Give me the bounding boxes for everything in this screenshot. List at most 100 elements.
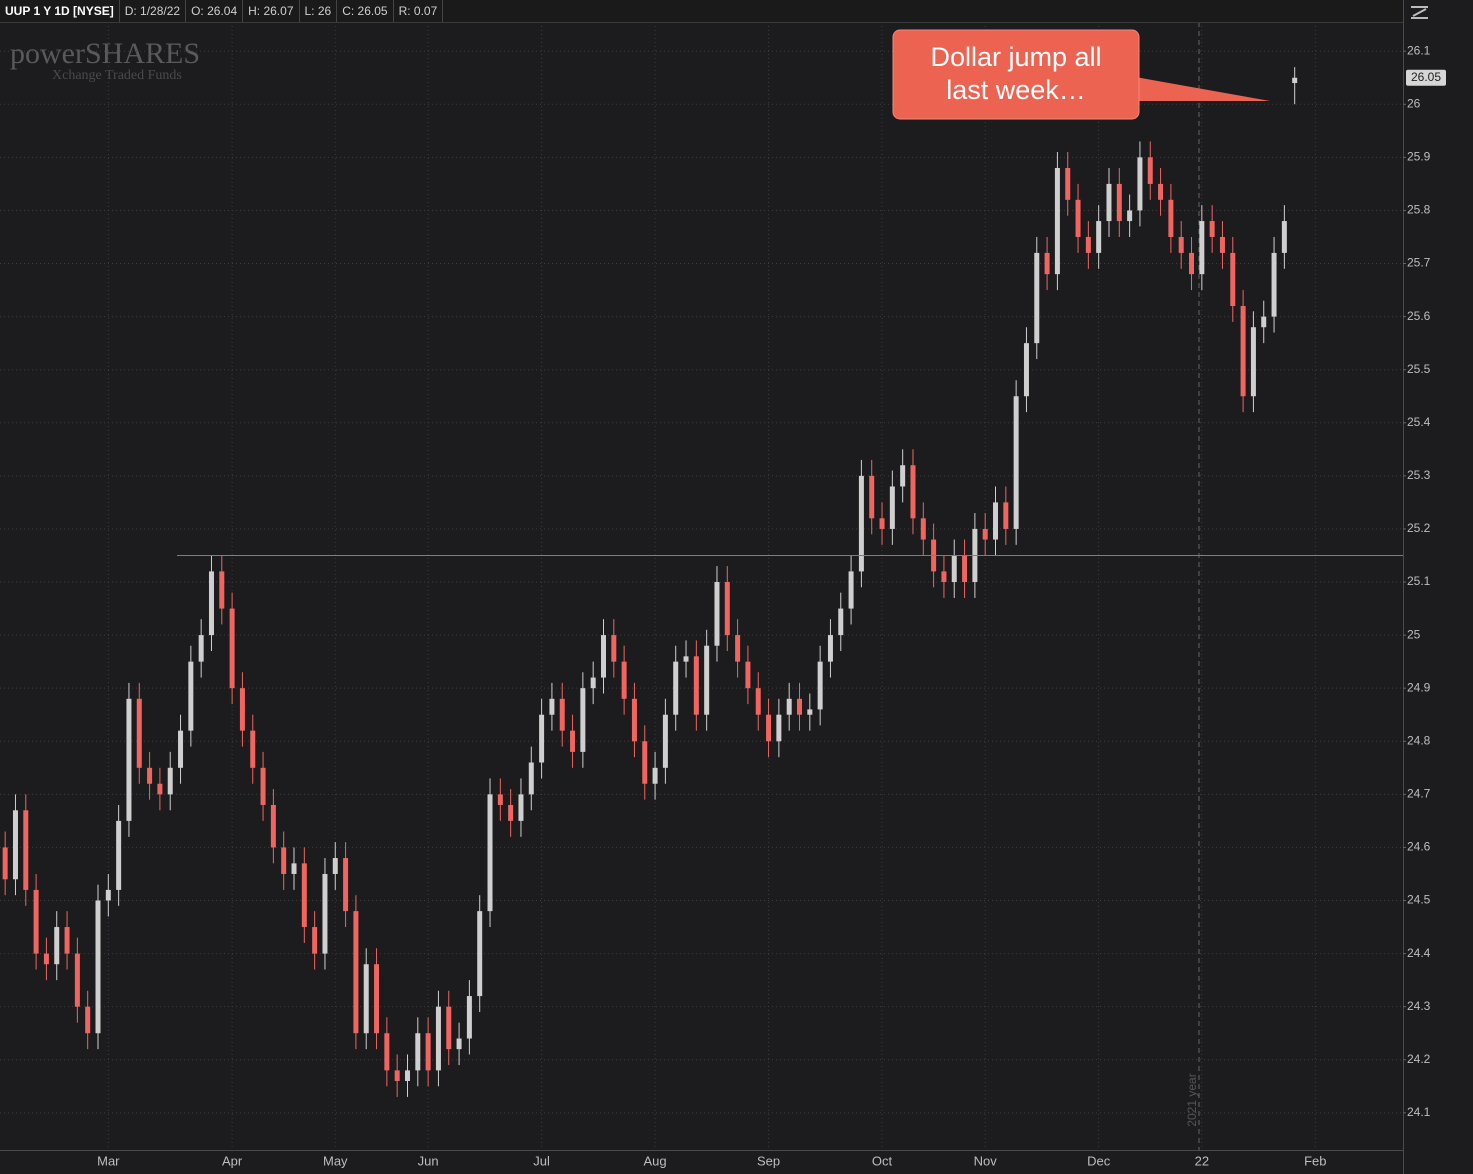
candle-body — [755, 688, 761, 715]
callout-text: last week… — [946, 75, 1086, 105]
candle-body — [1189, 252, 1195, 275]
y-tick-label: 24.9 — [1407, 680, 1431, 694]
candle-body — [250, 730, 256, 768]
candle-body — [394, 1070, 400, 1081]
y-tick-label: 26.1 — [1407, 43, 1431, 57]
candle-body — [219, 571, 225, 609]
candle-body — [786, 698, 792, 715]
candle-body — [631, 698, 637, 742]
candle-body — [1240, 305, 1246, 397]
candle-body — [363, 964, 369, 1034]
candle-body — [559, 698, 565, 731]
candle-body — [1261, 316, 1267, 328]
candle-body — [147, 767, 153, 784]
y-tick-label: 25 — [1407, 627, 1421, 641]
candle-body — [425, 1033, 431, 1071]
candle-body — [549, 698, 555, 715]
y-tick-label: 24.6 — [1407, 840, 1431, 854]
candle-body — [879, 518, 885, 529]
candle-body — [600, 635, 606, 678]
candle-body — [745, 661, 751, 689]
candle-body — [683, 656, 689, 662]
candle-body — [518, 794, 524, 821]
candle-body — [126, 698, 132, 821]
y-tick-label: 25.3 — [1407, 468, 1431, 482]
candle-body — [239, 688, 245, 731]
y-tick-label: 24.8 — [1407, 733, 1431, 747]
candle-body — [1281, 221, 1287, 253]
y-tick-label: 24.4 — [1407, 946, 1431, 960]
candle-body — [776, 714, 782, 742]
candle-body — [353, 911, 359, 1034]
x-tick-label: Dec — [1087, 1153, 1111, 1168]
watermark: powerSHARES Xchange Traded Funds — [10, 37, 200, 83]
candle-body — [858, 475, 864, 572]
y-tick-label: 24.3 — [1407, 999, 1431, 1013]
callout-pointer — [1130, 76, 1270, 101]
price-badge-label: 26.05 — [1411, 70, 1441, 84]
candle-body — [1023, 343, 1029, 397]
candle-body — [85, 1006, 91, 1034]
candle-body — [827, 635, 833, 662]
candle-body — [456, 1038, 462, 1050]
candle-body — [1116, 183, 1122, 222]
candle-body — [157, 783, 163, 795]
candle-body — [54, 927, 60, 965]
candle-body — [404, 1070, 410, 1081]
candle-body — [704, 645, 710, 715]
menu-icon[interactable] — [1411, 6, 1428, 19]
candle-body — [374, 964, 380, 1034]
y-tick-label: 24.2 — [1407, 1052, 1431, 1066]
candle-body — [900, 465, 906, 487]
candle-body — [766, 714, 772, 742]
candle-body — [435, 1006, 441, 1071]
candle-body — [889, 486, 895, 529]
candle-body — [1147, 157, 1153, 184]
candle-body — [1292, 77, 1298, 84]
candle-body — [1085, 236, 1091, 253]
candle-body — [1013, 396, 1019, 529]
candle-body — [982, 528, 988, 540]
candle-body — [105, 889, 111, 901]
x-tick-label: Mar — [97, 1153, 120, 1168]
candle-body — [74, 953, 80, 1007]
callout: Dollar jump all last week… — [892, 29, 1270, 120]
candle-body — [869, 475, 875, 519]
header-field: H: 26.07 — [243, 0, 300, 22]
price-badge — [1406, 69, 1446, 86]
candle-body — [167, 767, 173, 795]
candle-body — [188, 661, 194, 731]
candle-body — [673, 661, 679, 715]
candle-body — [64, 927, 70, 954]
candle-body — [1178, 236, 1184, 253]
header-bar: UUP 1 Y 1D [NYSE] D: 1/28/22 O: 26.04 H: 2… — [0, 0, 1403, 23]
candle-body — [580, 688, 586, 752]
candle-body — [343, 858, 349, 912]
candle-body — [951, 555, 957, 583]
candle-body — [941, 571, 947, 583]
candle-body — [332, 858, 338, 874]
y-tick-label: 25.4 — [1407, 415, 1431, 429]
x-tick-label: Oct — [872, 1153, 893, 1168]
candle-body — [570, 730, 576, 752]
y-tick-label: 25.8 — [1407, 203, 1431, 217]
candle-body — [1075, 199, 1081, 237]
callout-text: Dollar jump all — [930, 42, 1101, 72]
candle-body — [1158, 183, 1164, 200]
candle-body — [95, 900, 101, 1034]
candle-body — [621, 661, 627, 699]
watermark-sub: Xchange Traded Funds — [52, 68, 182, 83]
candle-body — [1106, 183, 1112, 222]
y-tick-label: 26 — [1407, 96, 1421, 110]
candle-body — [1044, 252, 1050, 275]
candle-body — [198, 635, 204, 662]
candle-body — [446, 1006, 452, 1050]
candle-body — [12, 810, 18, 880]
header-field: D: 1/28/22 — [120, 0, 187, 22]
candle-body — [508, 804, 514, 821]
candle-body — [136, 698, 142, 768]
candle-body — [693, 656, 699, 715]
candle-body — [662, 714, 668, 768]
candle-body — [260, 767, 266, 805]
